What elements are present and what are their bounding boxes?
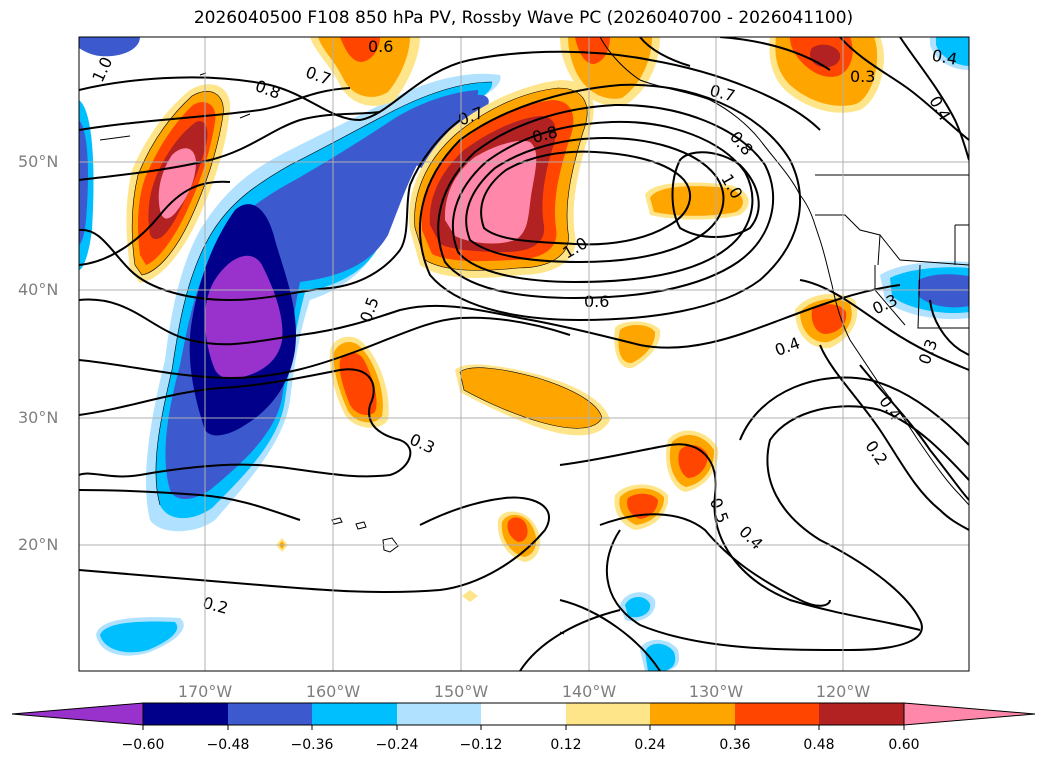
colorbar-segment xyxy=(735,703,819,725)
colorbar-segment xyxy=(143,703,228,725)
colorbar-tick-label: −0.60 xyxy=(121,737,165,753)
colorbar-tick-label: 0.12 xyxy=(550,737,582,753)
negative-anomaly-shading xyxy=(79,37,969,671)
lat-label-20n: 20°N xyxy=(18,535,59,554)
contour-label: 0.3 xyxy=(850,67,875,86)
contour-label: 0.6 xyxy=(368,37,393,56)
lon-label-160w: 160°W xyxy=(305,682,361,701)
contour-label: 0.4 xyxy=(930,46,958,69)
contour-label: 0.6 xyxy=(584,292,609,311)
lon-label-140w: 140°W xyxy=(561,682,617,701)
colorbar-tick-label: −0.48 xyxy=(206,737,250,753)
map-title: 2026040500 F108 850 hPa PV, Rossby Wave … xyxy=(193,8,854,28)
colorbar-tick-label: −0.24 xyxy=(375,737,419,753)
lon-label-170w: 170°W xyxy=(177,682,233,701)
colorbar-tick-label: 0.48 xyxy=(803,737,835,753)
lat-label-30n: 30°N xyxy=(18,408,59,427)
colorbar-tick-label: 0.36 xyxy=(719,737,751,753)
colorbar-segment xyxy=(650,703,735,725)
gridlines xyxy=(79,37,969,671)
colorbar-extend-high xyxy=(903,702,1036,726)
lon-label-130w: 130°W xyxy=(688,682,744,701)
colorbar-segment xyxy=(312,703,397,725)
lon-label-150w: 150°W xyxy=(433,682,489,701)
colorbar-segment xyxy=(228,703,312,725)
colorbar-segment xyxy=(819,703,904,725)
colorbar-tick-label: −0.36 xyxy=(290,737,334,753)
colorbar-tick-label: 0.60 xyxy=(888,737,920,753)
colorbar-extend-low xyxy=(11,702,144,726)
map-frame xyxy=(78,36,970,672)
colorbar-tick-label: −0.12 xyxy=(459,737,503,753)
colorbar-segment xyxy=(481,703,566,725)
lat-label-50n: 50°N xyxy=(18,152,59,171)
pv-contours xyxy=(79,37,969,671)
lat-label-40n: 40°N xyxy=(18,280,59,299)
map-plot-area: 1.0 0.8 0.7 0.6 0.7 0.8 1.0 0.7 1.0 0.6 … xyxy=(79,37,969,671)
colorbar-tick-label: 0.24 xyxy=(634,737,666,753)
colorbar xyxy=(11,702,1036,730)
colorbar-segment xyxy=(566,703,650,725)
colorbar-segment xyxy=(397,703,481,725)
lon-label-120w: 120°W xyxy=(815,682,871,701)
positive-anomaly-shading xyxy=(126,37,884,602)
